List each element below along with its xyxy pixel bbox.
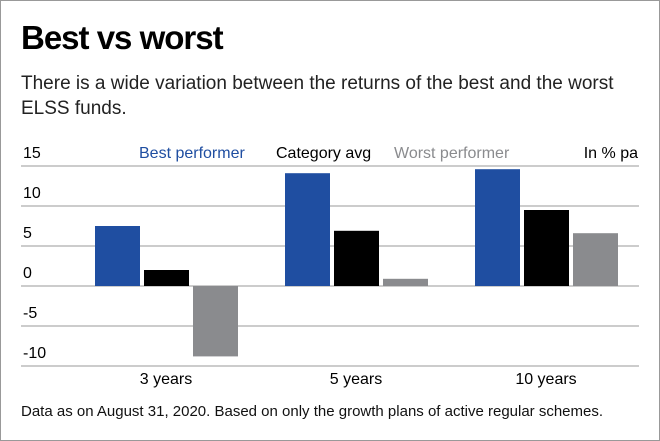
chart-subtitle: There is a wide variation between the re…	[21, 73, 614, 119]
legend-entry: Worst performer	[394, 145, 510, 162]
x-tick-label: 5 years	[330, 371, 382, 388]
y-tick-label: -10	[23, 345, 46, 362]
y-tick-label: 0	[23, 265, 32, 282]
bar	[334, 230, 379, 286]
bar	[285, 173, 330, 286]
y-tick-label: 5	[23, 225, 32, 242]
bar	[95, 226, 140, 286]
bar	[475, 169, 520, 286]
legend-entry: Best performer	[139, 145, 245, 162]
x-tick-label: 10 years	[515, 371, 576, 388]
bar	[144, 270, 189, 286]
bar	[193, 286, 238, 357]
annotation: In % pa	[584, 145, 638, 162]
bar	[524, 210, 569, 286]
legend-entry: Category avg	[276, 145, 371, 162]
y-tick-label: 10	[23, 185, 41, 202]
x-tick-label: 3 years	[140, 371, 192, 388]
bar	[383, 278, 428, 286]
chart-title: Best vs worst	[21, 19, 224, 56]
footnote: Data as on August 31, 2020. Based on onl…	[21, 403, 604, 420]
y-tick-label: -5	[23, 305, 37, 322]
y-tick-label: 15	[23, 145, 41, 162]
bar	[573, 233, 618, 286]
